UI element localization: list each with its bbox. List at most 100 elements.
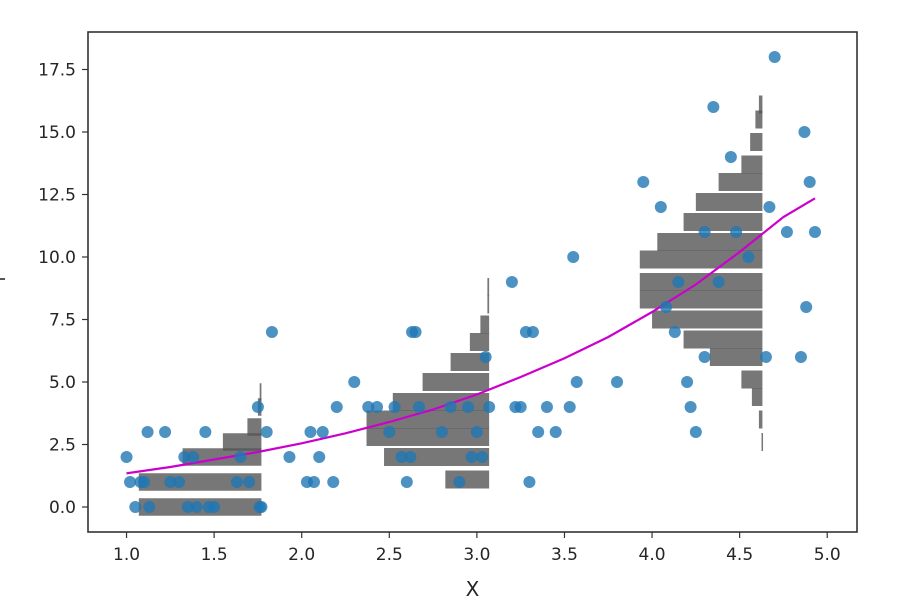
histogram-bar xyxy=(422,373,490,391)
scatter-point xyxy=(362,401,375,413)
scatter-point xyxy=(567,251,580,263)
histogram-bar xyxy=(758,410,763,429)
histogram-bar xyxy=(138,473,262,491)
scatter-point xyxy=(253,501,266,513)
scatter-point xyxy=(230,476,243,488)
scatter-point xyxy=(395,451,408,463)
scatter-point xyxy=(208,501,221,513)
x-tick-label: 1.0 xyxy=(113,545,140,565)
histogram-bar xyxy=(259,383,262,401)
histogram-bar xyxy=(487,278,490,296)
scatter-point xyxy=(435,426,448,438)
scatter-point xyxy=(164,476,177,488)
scatter-point xyxy=(532,426,545,438)
scatter-point xyxy=(251,401,264,413)
scatter-point xyxy=(199,426,212,438)
scatter-point xyxy=(479,351,492,363)
scatter-point xyxy=(570,376,583,388)
scatter-point xyxy=(304,426,317,438)
x-tick-label: 5.0 xyxy=(814,545,841,565)
scatter-point xyxy=(243,476,256,488)
x-tick-label: 3.0 xyxy=(463,545,490,565)
histogram-bar xyxy=(751,388,763,406)
scatter-point xyxy=(742,251,755,263)
scatter-point xyxy=(181,501,194,513)
scatter-point xyxy=(371,401,384,413)
scatter-point xyxy=(523,476,536,488)
y-axis-ticks: 0.0 2.5 5.0 7.5 10.0 12.5 15.0 17.5 xyxy=(38,61,88,518)
scatter-point xyxy=(316,426,329,438)
scatter-point xyxy=(763,201,776,213)
histogram-bar xyxy=(709,348,763,366)
y-tick-label: 17.5 xyxy=(38,61,76,81)
x-tick-label: 2.0 xyxy=(288,545,315,565)
scatter-point xyxy=(668,326,681,338)
scatter-point xyxy=(654,201,667,213)
scatter-point xyxy=(681,376,694,388)
y-tick-label: 2.5 xyxy=(49,436,76,456)
scatter-point xyxy=(173,476,186,488)
x-tick-label: 1.5 xyxy=(201,545,228,565)
scatter-point xyxy=(768,51,781,63)
histogram-bar xyxy=(652,310,763,329)
scatter-point xyxy=(307,476,320,488)
scatter-point xyxy=(120,451,133,463)
y-tick-label: 15.0 xyxy=(38,123,76,143)
scatter-point xyxy=(712,276,725,288)
y-tick-label: 0.0 xyxy=(49,498,76,518)
histogram-bar xyxy=(761,433,764,451)
scatter-point xyxy=(724,151,737,163)
histogram-bar xyxy=(366,428,490,446)
scatter-point xyxy=(143,501,156,513)
scatter-point xyxy=(808,226,821,238)
scatter-point xyxy=(260,426,273,438)
scatter-point xyxy=(313,451,326,463)
histogram-bar xyxy=(718,173,763,191)
scatter-point xyxy=(453,476,466,488)
y-axis-label-fragment xyxy=(0,278,5,280)
scatter-point xyxy=(462,401,475,413)
y-tick-label: 10.0 xyxy=(38,248,76,268)
histogram-bar xyxy=(639,290,763,309)
x-axis-label: X xyxy=(466,577,480,601)
histogram-bar xyxy=(247,418,262,436)
scatter-point xyxy=(540,401,553,413)
scatter-point xyxy=(514,401,527,413)
scatter-point xyxy=(470,426,483,438)
plot-frame xyxy=(87,31,858,533)
x-tick-label: 3.5 xyxy=(551,545,578,565)
scatter-point xyxy=(190,501,203,513)
scatter-point xyxy=(526,326,539,338)
scatter-point xyxy=(672,276,685,288)
scatter-point xyxy=(444,401,457,413)
x-tick-label: 2.5 xyxy=(376,545,403,565)
histogram-bar xyxy=(741,370,763,389)
histogram-bar xyxy=(445,470,490,489)
histogram-bar xyxy=(480,315,490,334)
y-tick-label: 7.5 xyxy=(49,311,76,331)
scatter-point xyxy=(483,401,496,413)
scatter-point xyxy=(129,501,142,513)
scatter-point xyxy=(800,301,813,313)
histogram-bar xyxy=(755,110,763,129)
histogram-bar xyxy=(750,133,763,151)
x-axis-ticks: 1.0 1.5 2.0 2.5 3.0 3.5 4.0 4.5 5.0 xyxy=(113,532,841,565)
scatter-point xyxy=(138,476,151,488)
scatter-point xyxy=(698,226,711,238)
scatter-point xyxy=(698,351,711,363)
y-tick-label: 12.5 xyxy=(38,186,76,206)
histogram-bar xyxy=(695,193,763,211)
scatter-point xyxy=(611,376,624,388)
scatter-point xyxy=(794,351,807,363)
histogram-bar xyxy=(469,333,490,351)
scatter-point xyxy=(141,426,154,438)
scatter-point xyxy=(413,401,426,413)
scatter-point xyxy=(348,376,361,388)
scatter-point xyxy=(400,476,413,488)
scatter-point xyxy=(124,476,137,488)
scatter-point xyxy=(689,426,702,438)
scatter-point xyxy=(476,451,489,463)
histogram-bar xyxy=(450,353,490,371)
scatter-point xyxy=(409,326,422,338)
